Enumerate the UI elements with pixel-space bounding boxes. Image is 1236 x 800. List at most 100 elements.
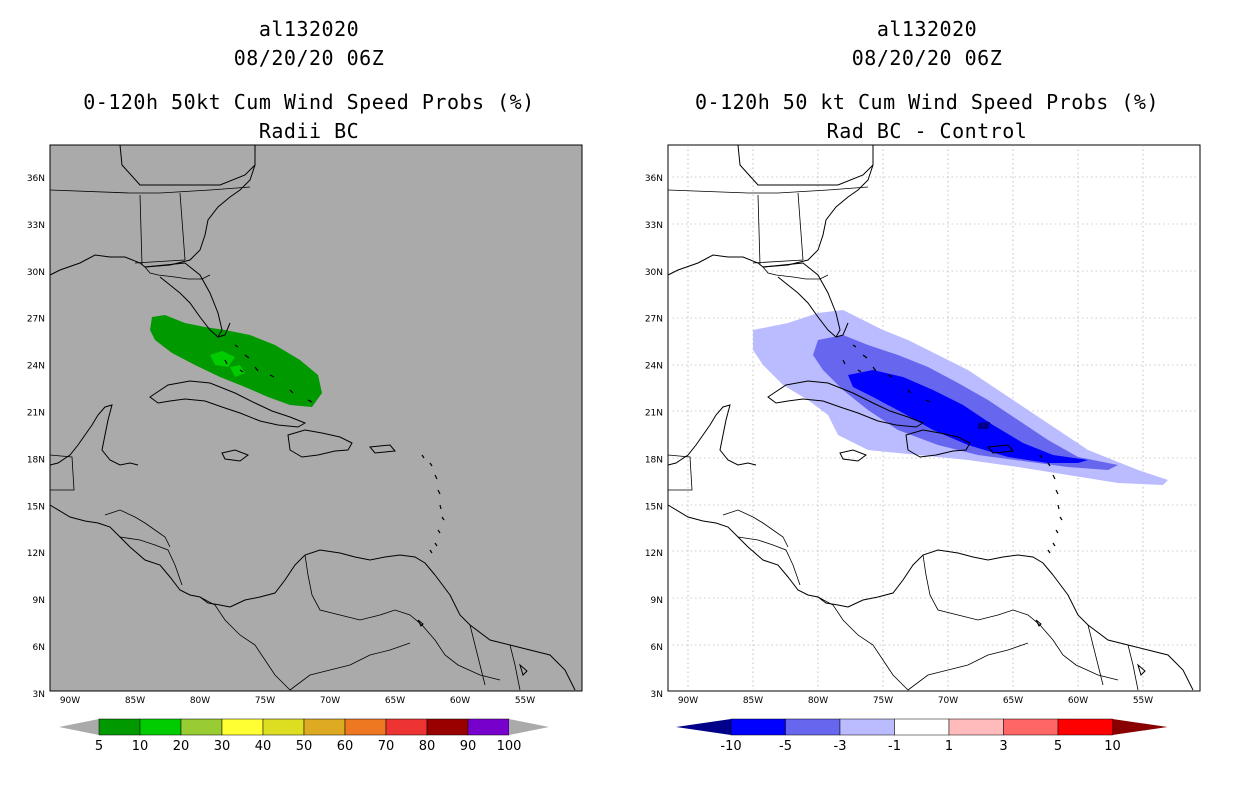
lat-tick-label: 33N xyxy=(645,221,663,231)
colorbar-tick-label: 5 xyxy=(1054,739,1062,754)
lon-tick-label: 70W xyxy=(938,696,958,706)
colorbar-swatch xyxy=(467,718,510,736)
lat-tick-label: 12N xyxy=(645,549,663,559)
lat-tick-label: 24N xyxy=(27,362,45,372)
colorbar-tick-label: -10 xyxy=(720,739,741,754)
left-prob-10-20-area xyxy=(210,351,245,377)
colorbar-tick-label: 60 xyxy=(337,739,354,754)
lat-tick-label: 21N xyxy=(645,409,663,419)
left-title-block: al132020 08/20/20 06Z 0-120h 50kt Cum Wi… xyxy=(0,15,618,146)
colorbar-end-arrow-high xyxy=(1112,719,1168,735)
left-storm-id: al132020 xyxy=(258,17,360,41)
lat-tick-label: 15N xyxy=(27,502,45,512)
lon-tick-label: 90W xyxy=(678,696,698,706)
left-axis-labels: 90W 85W 80W 75W 70W 65W 60W 55W 36N 33N 30N 27N 24N 2… xyxy=(27,174,535,706)
right-map xyxy=(667,144,1201,692)
lon-tick-label: 80W xyxy=(190,696,210,706)
lat-tick-label: 9N xyxy=(651,596,663,606)
colorbar-swatch xyxy=(139,718,182,736)
colorbar-swatch xyxy=(1057,718,1113,736)
left-product-title: 0-120h 50kt Cum Wind Speed Probs (%) xyxy=(83,90,535,114)
right-diff-below-minus10-area xyxy=(978,422,990,429)
lon-tick-label: 75W xyxy=(255,696,275,706)
colorbar-tick-label: 3 xyxy=(999,739,1007,754)
left-map xyxy=(49,144,583,692)
lon-tick-label: 70W xyxy=(320,696,340,706)
lat-tick-label: 9N xyxy=(33,596,45,606)
colorbar-swatch xyxy=(303,718,346,736)
colorbar-end-arrow-low xyxy=(676,719,731,735)
lat-tick-label: 36N xyxy=(645,174,663,184)
colorbar-swatch xyxy=(98,718,141,736)
right-colorbar: -10 -5 -3 -1 1 3 5 10 xyxy=(676,718,1168,754)
colorbar-tick-label: 40 xyxy=(255,739,272,754)
lon-tick-label: 55W xyxy=(1133,696,1153,706)
lon-tick-label: 65W xyxy=(385,696,405,706)
lat-tick-label: 15N xyxy=(645,502,663,512)
colorbar-swatch xyxy=(948,718,1004,736)
right-diff-minus3-minus5-area xyxy=(813,335,1118,470)
right-storm-id: al132020 xyxy=(876,17,978,41)
lon-tick-label: 90W xyxy=(60,696,80,706)
colorbar-swatch xyxy=(221,718,264,736)
colorbar-tick-label: 90 xyxy=(460,739,477,754)
lon-tick-label: 55W xyxy=(515,696,535,706)
colorbar-tick-label: 50 xyxy=(296,739,313,754)
left-subtitle: Radii BC xyxy=(258,119,360,143)
colorbar-tick-label: -5 xyxy=(779,739,792,754)
right-axis-labels: 90W 85W 80W 75W 70W 65W 60W 55W 36N 33N 30N 27N 24N 2… xyxy=(645,174,1153,706)
lat-tick-label: 30N xyxy=(27,268,45,278)
colorbar-end-arrow-low xyxy=(59,719,99,735)
colorbar-end-arrow-high xyxy=(509,719,549,735)
lon-tick-label: 80W xyxy=(808,696,828,706)
colorbar-swatch xyxy=(426,718,469,736)
lon-tick-label: 65W xyxy=(1003,696,1023,706)
lat-tick-label: 21N xyxy=(27,409,45,419)
colorbar-tick-label: 100 xyxy=(497,739,522,754)
lat-tick-label: 6N xyxy=(651,643,663,653)
lat-tick-label: 33N xyxy=(27,221,45,231)
lon-tick-label: 85W xyxy=(125,696,145,706)
lat-tick-label: 18N xyxy=(27,455,45,465)
lat-tick-label: 30N xyxy=(645,268,663,278)
colorbar-swatch xyxy=(894,718,950,736)
colorbar-tick-label: 10 xyxy=(132,739,149,754)
colorbar-tick-label: 80 xyxy=(419,739,436,754)
right-subtitle: Rad BC - Control xyxy=(826,119,1028,143)
lon-tick-label: 60W xyxy=(450,696,470,706)
colorbar-swatch xyxy=(180,718,223,736)
colorbar-tick-label: 1 xyxy=(945,739,953,754)
lat-tick-label: 3N xyxy=(651,690,663,700)
colorbar-swatch xyxy=(262,718,305,736)
lon-tick-label: 85W xyxy=(743,696,763,706)
lat-tick-label: 36N xyxy=(27,174,45,184)
colorbar-tick-label: -1 xyxy=(888,739,901,754)
lon-tick-label: 60W xyxy=(1068,696,1088,706)
lat-tick-label: 27N xyxy=(27,315,45,325)
right-diff-minus5-minus10-area xyxy=(848,370,1088,463)
lat-tick-label: 6N xyxy=(33,643,45,653)
left-map-background xyxy=(49,144,583,692)
colorbar-tick-label: 10 xyxy=(1104,739,1121,754)
right-title-block: al132020 08/20/20 06Z 0-120h 50 kt Cum W… xyxy=(618,15,1236,146)
right-datetime: 08/20/20 06Z xyxy=(851,46,1003,70)
lat-tick-label: 27N xyxy=(645,315,663,325)
colorbar-swatch xyxy=(1003,718,1059,736)
colorbar-tick-label: 70 xyxy=(378,739,395,754)
left-prob-5-10-area xyxy=(150,315,322,407)
lat-tick-label: 12N xyxy=(27,549,45,559)
colorbar-tick-label: -3 xyxy=(834,739,847,754)
lat-tick-label: 18N xyxy=(645,455,663,465)
colorbar-swatch xyxy=(385,718,428,736)
right-product-title: 0-120h 50 kt Cum Wind Speed Probs (%) xyxy=(694,90,1160,114)
colorbar-tick-label: 30 xyxy=(214,739,231,754)
lat-tick-label: 24N xyxy=(645,362,663,372)
colorbar-tick-label: 5 xyxy=(95,739,103,754)
colorbar-tick-label: 20 xyxy=(173,739,190,754)
colorbar-swatch xyxy=(730,718,786,736)
left-datetime: 08/20/20 06Z xyxy=(233,46,385,70)
colorbar-swatch xyxy=(785,718,841,736)
left-colorbar: 5 10 20 30 40 50 60 70 80 90 100 xyxy=(59,718,549,754)
lon-tick-label: 75W xyxy=(873,696,893,706)
